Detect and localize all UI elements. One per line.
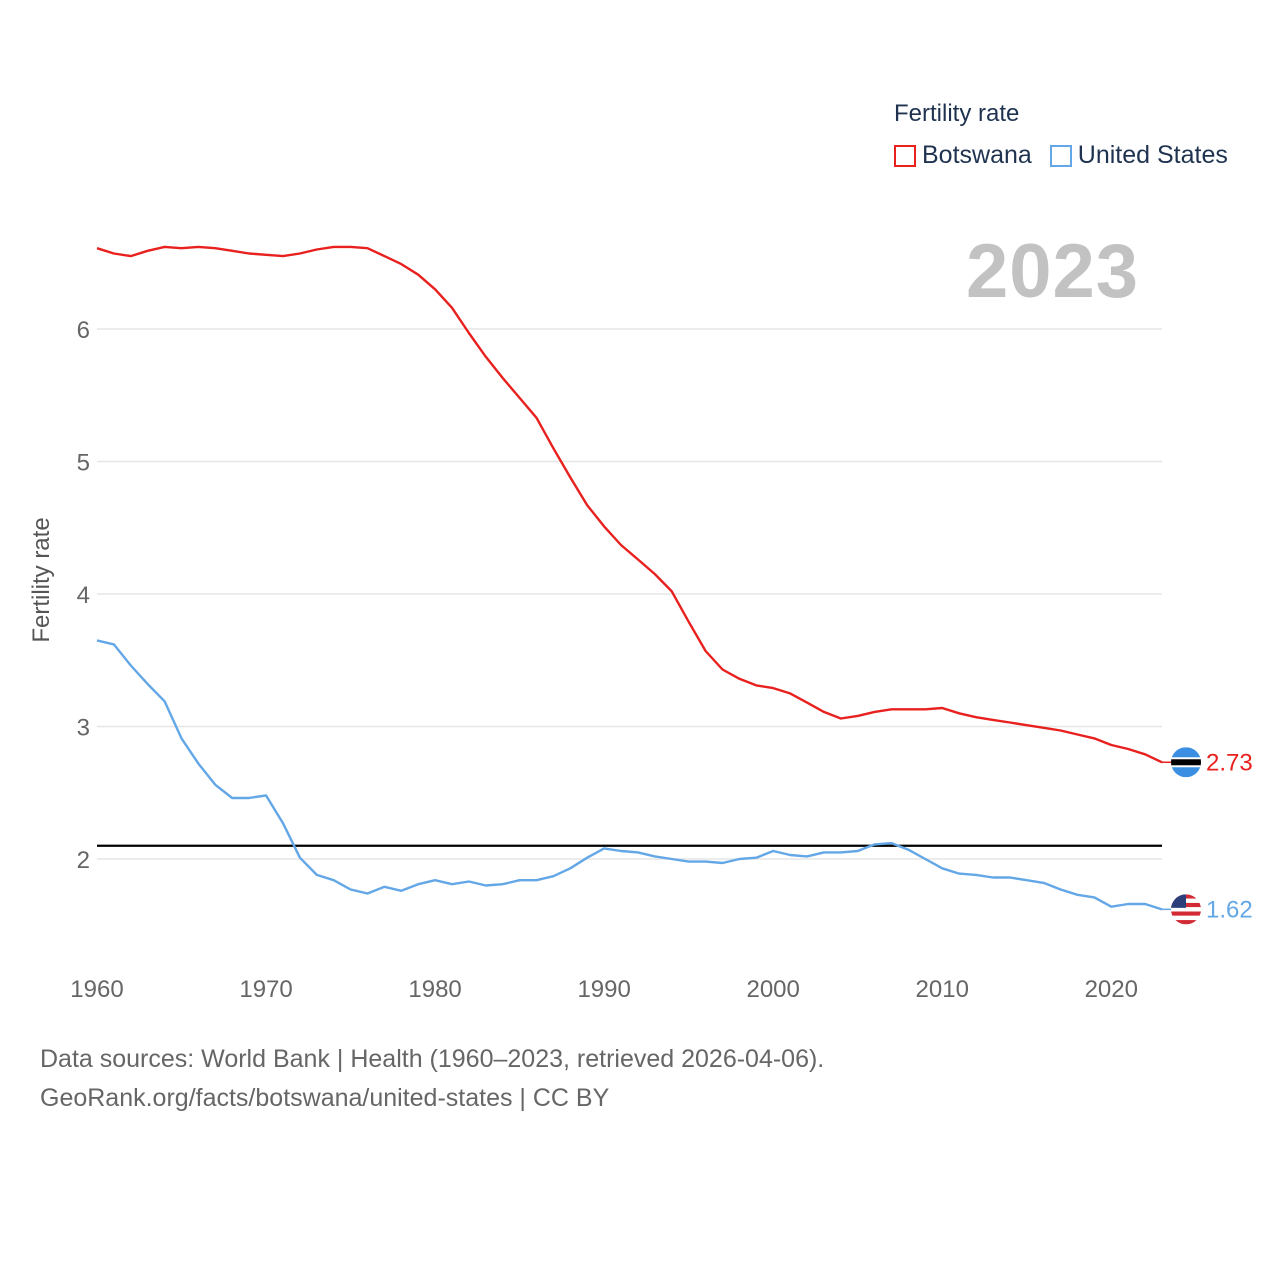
footer-source: Data sources: World Bank | Health (1960–… [40,1045,825,1073]
legend-item-united-states[interactable]: United States [1049,141,1228,170]
x-tick-label: 2000 [746,976,799,1003]
series-line-botswana [96,245,1163,764]
x-tick-label: 1980 [408,976,461,1003]
usa-flag-icon [1171,894,1201,925]
y-tick-label: 5 [77,450,90,477]
legend-swatch-botswana [894,144,916,167]
series-end-value: 2.73 [1206,749,1253,776]
y-tick-label: 3 [77,715,90,742]
legend-title: Fertility rate [894,100,1020,127]
legend-swatch-united-states [1049,144,1072,167]
botswana-flag-icon [1171,747,1201,778]
x-tick-label: 2010 [916,976,969,1003]
legend-label-botswana: Botswana [922,141,1032,169]
x-tick-label: 1970 [239,976,292,1003]
legend: Botswana United States [894,141,1246,170]
x-tick-label: 1990 [577,976,630,1003]
legend-label-united-states: United States [1077,141,1228,169]
legend-item-botswana[interactable]: Botswana [894,141,1032,170]
y-tick-label: 6 [77,317,90,344]
series-line-united-states [96,639,1163,911]
y-tick-label: 4 [77,582,90,609]
x-tick-label: 2020 [1085,976,1138,1003]
y-tick-label: 2 [77,847,90,874]
year-display: 2023 [966,229,1140,314]
x-tick-label: 1960 [70,976,123,1003]
series-end-value: 1.62 [1206,896,1253,923]
footer-credit[interactable]: GeoRank.org/facts/botswana/united-states… [40,1084,610,1112]
